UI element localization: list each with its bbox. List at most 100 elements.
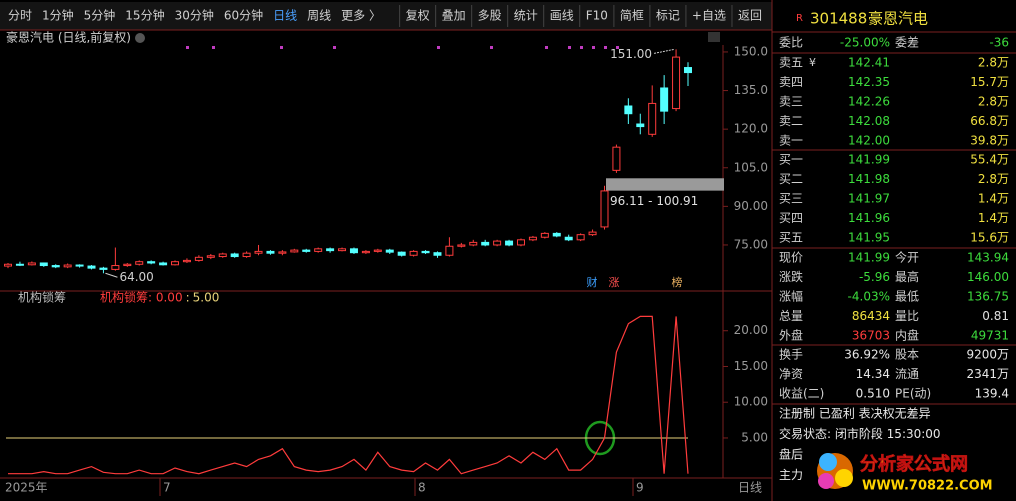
- row-label: 涨幅: [779, 289, 803, 304]
- row-value: 139.4: [975, 387, 1009, 401]
- candle-body: [373, 249, 382, 252]
- book-price: 141.97: [848, 192, 890, 206]
- tool-button[interactable]: F10: [586, 9, 608, 23]
- tool-button[interactable]: 画线: [550, 9, 574, 23]
- tool-button[interactable]: 统计: [514, 9, 538, 23]
- max-pointer: [653, 48, 675, 54]
- candle-body: [421, 250, 430, 254]
- candle-body: [457, 244, 466, 247]
- chart-title: 豪恩汽电 (日线,前复权): [6, 30, 131, 45]
- row-value: -36: [989, 36, 1009, 50]
- time-label: 日线: [738, 481, 762, 495]
- note: 交易状态: 闭市阶段 15:30:00: [779, 426, 941, 441]
- candle-body: [51, 265, 60, 268]
- period-tab[interactable]: 分时: [8, 9, 32, 23]
- tool-button[interactable]: 多股: [478, 9, 502, 23]
- row-value: -4.03%: [848, 290, 890, 304]
- candle-body: [266, 250, 275, 254]
- candle-body: [552, 232, 561, 237]
- row-label: 现价: [779, 251, 803, 265]
- tool-button[interactable]: +自选: [692, 9, 726, 23]
- row-value: 136.75: [967, 290, 1009, 304]
- candle-body: [338, 248, 347, 252]
- logo: 分析家公式网 WWW.70822.COM: [817, 453, 993, 494]
- candle-body: [648, 102, 657, 135]
- row-value: 2341万: [966, 367, 1009, 381]
- panel-toggle[interactable]: [708, 32, 720, 42]
- candle-body: [612, 146, 621, 171]
- dropdown-icon[interactable]: [135, 33, 145, 43]
- row-value: 14.34: [856, 367, 890, 381]
- period-tab[interactable]: 30分钟: [175, 8, 214, 23]
- row-label: 最高: [895, 269, 919, 284]
- range-label: 96.11 - 100.91: [610, 194, 698, 208]
- row-label: 收益(二): [779, 387, 824, 401]
- row-value: 49731: [971, 329, 1009, 343]
- row-label: 流通: [895, 367, 919, 381]
- candle-body: [361, 250, 370, 254]
- candle-body: [99, 267, 108, 270]
- candle-body: [87, 265, 96, 269]
- tool-button[interactable]: 标记: [656, 9, 680, 23]
- book-label: 卖一: [779, 134, 803, 148]
- book-label: 买四: [779, 211, 803, 225]
- candle-body: [15, 263, 24, 266]
- row-value: -5.96: [859, 270, 890, 284]
- row-value: -25.00%: [840, 36, 890, 50]
- period-tab[interactable]: 5分钟: [84, 8, 116, 23]
- candle-body: [242, 252, 251, 258]
- book-price: 142.35: [848, 75, 890, 89]
- period-tab[interactable]: 更多 〉: [341, 9, 381, 23]
- book-label: 卖五: [779, 56, 803, 70]
- row-label: 总量: [779, 309, 803, 323]
- book-label: 卖三: [779, 95, 803, 109]
- period-tab[interactable]: 15分钟: [125, 8, 164, 23]
- candle-body: [4, 263, 12, 267]
- tool-button[interactable]: 叠加: [442, 9, 466, 23]
- time-label: 8: [418, 481, 426, 495]
- y-tick-label: 135.0: [734, 83, 768, 97]
- tool-button[interactable]: 复权: [406, 9, 430, 23]
- candle-body: [63, 264, 72, 268]
- tool-button[interactable]: 简框: [620, 9, 644, 23]
- y-tick-label: 15.00: [734, 359, 768, 373]
- book-volume: 1.4万: [978, 211, 1009, 225]
- range-band: [606, 178, 724, 191]
- book-volume: 39.8万: [970, 134, 1009, 148]
- candle-body: [171, 261, 180, 266]
- candle-body: [302, 249, 311, 252]
- candle-body: [135, 261, 144, 265]
- min-label: 64.00: [119, 270, 153, 284]
- indicator-series-label: 机构锁筹: 0.00: [100, 290, 183, 305]
- candle-body: [278, 251, 287, 254]
- book-price: 141.99: [848, 153, 890, 167]
- candle-body: [672, 56, 681, 110]
- period-tab[interactable]: 周线: [307, 9, 331, 23]
- y-tick-label: 5.00: [741, 430, 768, 444]
- book-label: 买三: [779, 192, 803, 206]
- book-volume: 15.6万: [970, 231, 1009, 245]
- row-label: 委差: [895, 36, 919, 50]
- y-tick-label: 105.0: [734, 160, 768, 174]
- candle-body: [576, 234, 585, 241]
- book-volume: 2.8万: [978, 95, 1009, 109]
- candle-body: [39, 262, 48, 267]
- row-label: 今开: [895, 250, 919, 265]
- indicator-threshold-label: 5.00: [193, 291, 220, 305]
- period-tab[interactable]: 1分钟: [42, 8, 74, 23]
- candle-body: [540, 232, 549, 238]
- period-tab[interactable]: 日线: [273, 9, 297, 23]
- note: 注册制 已盈利 表决权无差异: [779, 406, 931, 421]
- row-label: 股本: [895, 348, 919, 362]
- book-label: 卖四: [779, 75, 803, 89]
- row-label: 涨跌: [779, 269, 803, 284]
- candle-body: [349, 248, 358, 254]
- candle-body: [445, 245, 454, 256]
- row-value: 141.99: [848, 251, 890, 265]
- book-volume: 2.8万: [978, 56, 1009, 70]
- tool-button[interactable]: 返回: [738, 9, 762, 23]
- time-label: 7: [163, 481, 171, 495]
- period-tab[interactable]: 60分钟: [224, 8, 263, 23]
